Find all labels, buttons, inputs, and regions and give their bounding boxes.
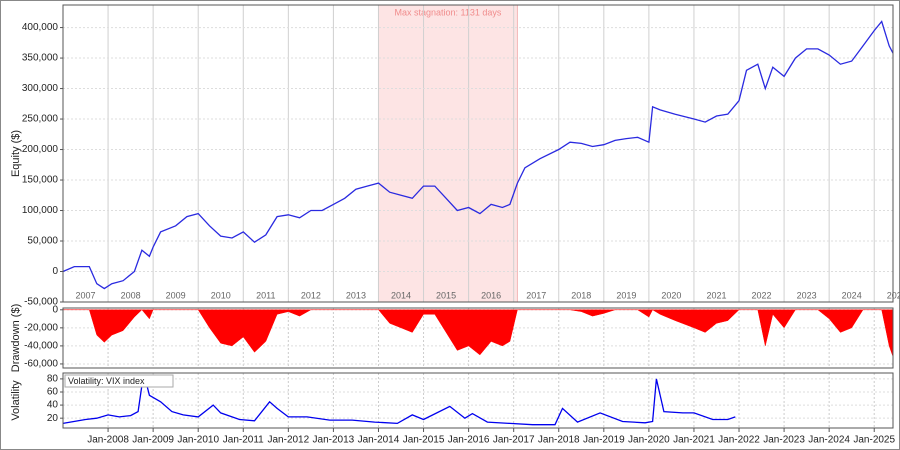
- y-tick-label: 200,000: [22, 144, 59, 155]
- x-tick-label: Jan-2017: [493, 435, 535, 446]
- year-label: 2016: [481, 290, 501, 300]
- y-tick-label: -50,000: [24, 297, 58, 308]
- x-tick-label: Jan-2020: [628, 435, 670, 446]
- annotation: Max stagnation: 1131 days: [395, 7, 502, 17]
- x-tick-label: Jan-2014: [358, 435, 400, 446]
- legend-label: Volatility: VIX index: [68, 376, 145, 386]
- y-tick-label: 300,000: [22, 83, 59, 94]
- y-tick-label: 50,000: [27, 236, 58, 247]
- year-label: 2012: [301, 290, 321, 300]
- drawdown-area: [62, 309, 894, 357]
- x-tick-label: Jan-2022: [718, 435, 760, 446]
- x-tick-label: Jan-2008: [87, 435, 129, 446]
- x-tick-label: Jan-2015: [403, 435, 445, 446]
- legend-box: [64, 374, 174, 388]
- x-tick-label: Jan-2016: [448, 435, 490, 446]
- year-label: 2013: [346, 290, 366, 300]
- y-tick-label: 250,000: [22, 114, 59, 125]
- year-label: 2010: [211, 290, 231, 300]
- x-tick-label: Jan-2009: [132, 435, 174, 446]
- panel-frame: [62, 372, 894, 429]
- x-tick-label: Jan-2025: [853, 435, 895, 446]
- series-line: [62, 20, 894, 290]
- year-label: 2018: [571, 290, 591, 300]
- year-label: 2007: [76, 290, 96, 300]
- year-label: 2021: [706, 290, 726, 300]
- y-tick-label: -40,000: [24, 341, 58, 352]
- year-label: 2009: [166, 290, 186, 300]
- x-tick-label: Jan-2023: [763, 435, 805, 446]
- y-axis-label: Drawdown ($): [10, 304, 22, 372]
- x-tick-label: Jan-2021: [673, 435, 715, 446]
- x-tick-label: Jan-2024: [808, 435, 850, 446]
- panel-frame: [62, 307, 894, 369]
- x-tick-label: Jan-2018: [538, 435, 580, 446]
- year-label: 2017: [526, 290, 546, 300]
- y-tick-label: -60,000: [24, 359, 58, 370]
- y-tick-label: 400,000: [22, 22, 59, 33]
- year-label: 2015: [436, 290, 456, 300]
- year-label: 2024: [842, 290, 862, 300]
- y-axis-label: Equity ($): [10, 130, 22, 177]
- y-tick-label: 20: [47, 413, 59, 424]
- y-tick-label: 100,000: [22, 205, 59, 216]
- y-tick-label: 350,000: [22, 53, 59, 64]
- y-tick-label: 0: [52, 266, 58, 277]
- year-label: 2008: [121, 290, 141, 300]
- panel-frame: [62, 4, 894, 303]
- x-tick-label: Jan-2010: [177, 435, 219, 446]
- stagnation-region: [377, 4, 518, 303]
- y-tick-label: 0: [52, 304, 58, 315]
- year-label: 2022: [752, 290, 772, 300]
- y-tick-label: 150,000: [22, 175, 59, 186]
- x-tick-label: Jan-2011: [223, 435, 264, 446]
- y-tick-label: 60: [47, 387, 59, 398]
- x-tick-label: Jan-2013: [313, 435, 355, 446]
- x-tick-label: Jan-2019: [583, 435, 625, 446]
- x-tick-label: Jan-2012: [267, 435, 309, 446]
- year-label: 2019: [616, 290, 636, 300]
- plot-area: [63, 373, 893, 428]
- y-axis-label: Volatility: [10, 380, 22, 421]
- year-label: 2023: [797, 290, 817, 300]
- year-label: 2014: [391, 290, 411, 300]
- year-label: 2020: [661, 290, 681, 300]
- y-tick-label: 80: [47, 374, 59, 385]
- y-tick-label: 40: [47, 400, 59, 411]
- y-tick-label: -20,000: [24, 322, 58, 333]
- year-label: 2011: [256, 290, 275, 300]
